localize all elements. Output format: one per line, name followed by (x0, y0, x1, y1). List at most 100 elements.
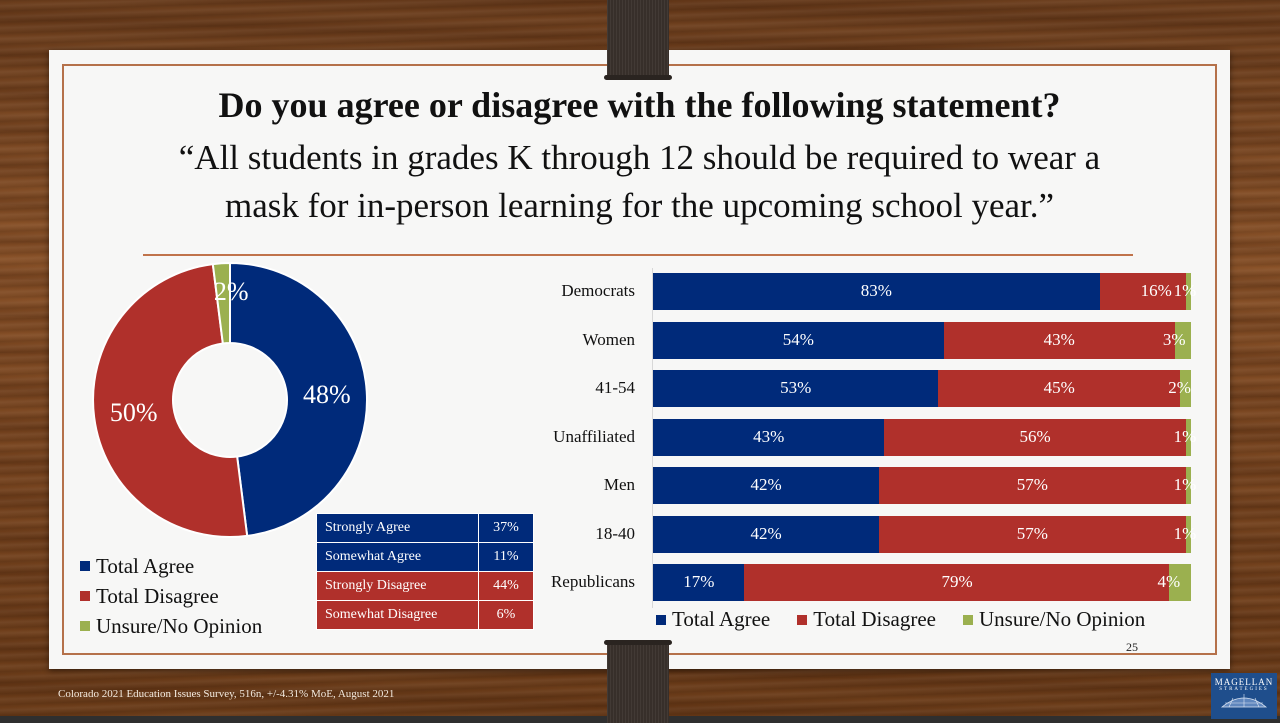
donut-svg: 48% 50% 2% (92, 261, 368, 538)
legend-label: Unsure/No Opinion (96, 613, 263, 638)
bar-data-label: 57% (1016, 475, 1048, 494)
bar-data-label: 79% (941, 572, 973, 591)
legend-swatch-unsure (962, 614, 973, 625)
magellan-logo: MAGELLAN STRATEGIES (1211, 673, 1277, 719)
donut-slice-disagree (92, 262, 249, 538)
bar-data-label: 1% (1173, 426, 1197, 446)
slide-title: Do you agree or disagree with the follow… (218, 85, 1061, 125)
bar-segment-disagree: 57% (878, 467, 1186, 504)
bar-data-label: 16% (1140, 281, 1172, 300)
breakdown-table: Strongly Agree 37% Somewhat Agree 11% St… (316, 513, 534, 630)
stacked-bar-chart: Democrats 83% 16% 1% Women 54% 43% 3% 41-54 53% 45… (540, 260, 1200, 610)
table-row: Strongly Agree 37% (316, 513, 534, 543)
bar-segment-agree: 83% (653, 273, 1100, 310)
bar-data-label: 43% (753, 426, 785, 446)
donut-legend: Total Agree Total Disagree Unsure/No Opi… (80, 551, 262, 641)
bar-data-label: 57% (1016, 523, 1048, 543)
footer-source: Colorado 2021 Education Issues Survey, 5… (58, 688, 395, 700)
bar-data-label: 45% (1043, 378, 1075, 397)
bar-data-label: 4% (1157, 572, 1181, 591)
bar-segment-agree: 53% (653, 370, 939, 407)
legend-swatch-unsure (80, 621, 90, 631)
bar-segment-unsure: 4% (1157, 564, 1191, 601)
donut-slice-unsure (211, 261, 231, 345)
page-number: 25 (1126, 640, 1138, 654)
bar-segment-unsure: 3% (1163, 321, 1191, 359)
legend-item-unsure: Unsure/No Opinion (80, 611, 262, 641)
bar-data-label: 53% (780, 378, 812, 397)
bar-data-label: 54% (782, 329, 814, 349)
legend-label: Total Disagree (96, 583, 219, 608)
bar-data-label: 42% (750, 523, 782, 543)
row-label: Strongly Disagree (316, 571, 479, 601)
bar-data-label: 56% (1019, 426, 1051, 446)
row-label: Somewhat Agree (316, 542, 479, 572)
table-row: Strongly Disagree 44% (316, 571, 534, 601)
logo-tagline: STRATEGIES (1219, 687, 1269, 692)
category-label: Republicans (550, 572, 635, 591)
donut-chart: 48% 50% 2% (80, 250, 380, 550)
bar-segment-unsure: 1% (1174, 467, 1196, 504)
category-label: 18-40 (595, 523, 635, 543)
donut-data-label: 50% (110, 398, 158, 427)
bar-segment-agree: 43% (653, 418, 885, 456)
logo-name: MAGELLAN (1214, 677, 1274, 687)
legend-item-agree: Total Agree (656, 607, 770, 632)
bar-segment-agree: 17% (653, 564, 745, 601)
bar-data-label: 1% (1173, 281, 1197, 300)
bar-segment-agree: 42% (653, 515, 879, 553)
binder-clip-bottom (604, 640, 672, 723)
legend-item-disagree: Total Disagree (797, 607, 936, 632)
legend-item-unsure: Unsure/No Opinion (962, 607, 1145, 632)
bar-segment-disagree: 56% (884, 418, 1186, 456)
donut-data-label: 48% (303, 380, 351, 409)
legend-label: Total Agree (96, 553, 195, 578)
bar-data-label: 17% (683, 572, 715, 591)
row-value: 44% (478, 571, 534, 601)
slide-subtitle: “All students in grades K through 12 sho… (62, 134, 1217, 230)
bar-segment-unsure: 2% (1168, 370, 1191, 407)
subtitle-line-2: mask for in-person learning for the upco… (224, 186, 1055, 225)
category-label: Men (603, 475, 635, 494)
legend-label: Total Agree (672, 607, 771, 631)
row-value: 11% (478, 542, 534, 572)
legend-swatch-agree (656, 614, 666, 625)
bar-data-label: 3% (1162, 329, 1186, 349)
bar-segment-disagree: 45% (938, 370, 1181, 407)
legend-swatch-disagree (797, 614, 808, 625)
legend-item-agree: Total Agree (80, 551, 262, 581)
subtitle-line-1: “All students in grades K through 12 sho… (178, 138, 1101, 177)
legend-swatch-disagree (80, 591, 90, 601)
bar-segment-unsure: 1% (1174, 273, 1196, 310)
globe-dome-icon (1220, 694, 1268, 708)
category-label: Unaffiliated (553, 426, 635, 446)
table-row: Somewhat Agree 11% (316, 542, 534, 572)
bar-data-label: 2% (1168, 378, 1191, 397)
bar-segment-disagree: 57% (878, 515, 1186, 553)
binder-clip-top (604, 0, 672, 80)
legend-swatch-agree (80, 561, 90, 571)
title-divider (143, 254, 1133, 256)
row-value: 37% (478, 513, 534, 543)
bar-data-label: 42% (750, 475, 782, 494)
bar-data-label: 1% (1173, 523, 1197, 543)
bar-segment-disagree: 16% (1099, 273, 1186, 310)
bar-data-label: 43% (1043, 329, 1075, 349)
bar-segment-unsure: 1% (1174, 515, 1196, 553)
category-axis (652, 268, 653, 608)
bar-data-label: 83% (860, 281, 892, 300)
category-label: Democrats (561, 281, 635, 300)
bar-segment-disagree: 43% (943, 321, 1175, 359)
row-label: Strongly Agree (316, 513, 479, 543)
bar-segment-agree: 42% (653, 467, 879, 504)
donut-slice-agree (229, 261, 368, 538)
bar-legend: Total Agree Total Disagree Unsure/No Opi… (656, 607, 1145, 632)
table-row: Somewhat Disagree 6% (316, 600, 534, 630)
legend-item-disagree: Total Disagree (80, 581, 262, 611)
row-label: Somewhat Disagree (316, 600, 479, 630)
category-label: Women (582, 329, 635, 349)
bar-segment-agree: 54% (653, 321, 944, 359)
donut-data-label: 2% (214, 277, 249, 306)
bar-data-label: 1% (1173, 475, 1197, 494)
legend-label: Total Disagree (813, 607, 936, 631)
